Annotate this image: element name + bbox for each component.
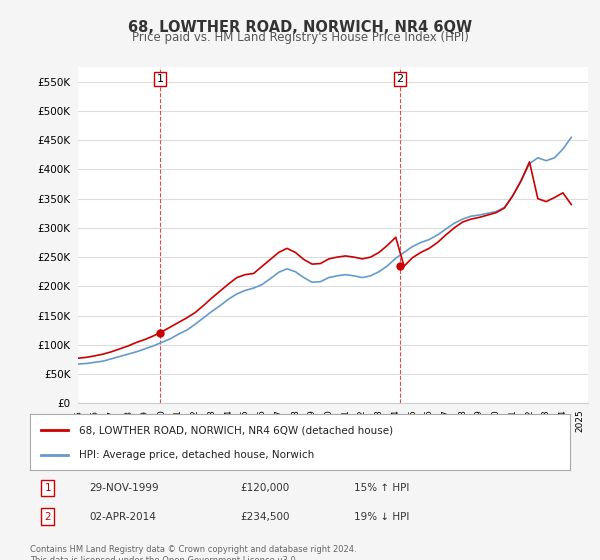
Text: 2: 2 bbox=[44, 512, 51, 521]
Text: £120,000: £120,000 bbox=[241, 483, 290, 493]
Text: 02-APR-2014: 02-APR-2014 bbox=[89, 512, 156, 521]
Text: Price paid vs. HM Land Registry's House Price Index (HPI): Price paid vs. HM Land Registry's House … bbox=[131, 31, 469, 44]
Text: HPI: Average price, detached house, Norwich: HPI: Average price, detached house, Norw… bbox=[79, 450, 314, 460]
Text: 1: 1 bbox=[157, 74, 163, 84]
Text: £234,500: £234,500 bbox=[241, 512, 290, 521]
Text: 2: 2 bbox=[397, 74, 403, 84]
Text: 68, LOWTHER ROAD, NORWICH, NR4 6QW: 68, LOWTHER ROAD, NORWICH, NR4 6QW bbox=[128, 20, 472, 35]
Text: 15% ↑ HPI: 15% ↑ HPI bbox=[354, 483, 409, 493]
Text: Contains HM Land Registry data © Crown copyright and database right 2024.
This d: Contains HM Land Registry data © Crown c… bbox=[30, 545, 356, 560]
Text: 19% ↓ HPI: 19% ↓ HPI bbox=[354, 512, 409, 521]
Text: 68, LOWTHER ROAD, NORWICH, NR4 6QW (detached house): 68, LOWTHER ROAD, NORWICH, NR4 6QW (deta… bbox=[79, 425, 393, 435]
Text: 1: 1 bbox=[44, 483, 51, 493]
Text: 29-NOV-1999: 29-NOV-1999 bbox=[89, 483, 159, 493]
